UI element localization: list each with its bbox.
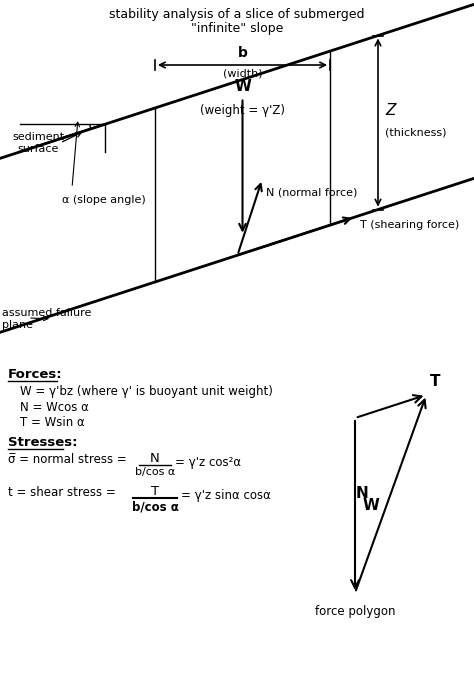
Text: Z: Z xyxy=(385,103,395,118)
Text: Stresses:: Stresses: xyxy=(8,436,78,449)
Text: W: W xyxy=(234,78,251,94)
Text: assumed failure
plane: assumed failure plane xyxy=(2,308,91,329)
Text: b/cos α: b/cos α xyxy=(132,500,178,513)
Text: N: N xyxy=(150,452,160,465)
Text: sediment
surface: sediment surface xyxy=(12,132,64,154)
Text: W: W xyxy=(363,498,380,513)
Text: N = Wcos α: N = Wcos α xyxy=(20,401,89,414)
Text: T (shearing force): T (shearing force) xyxy=(360,220,459,230)
Text: σ̅ = normal stress =: σ̅ = normal stress = xyxy=(8,453,127,466)
Text: "infinite" slope: "infinite" slope xyxy=(191,22,283,35)
Text: T = Wsin α: T = Wsin α xyxy=(20,416,85,429)
Text: = γ'z sinα cosα: = γ'z sinα cosα xyxy=(181,489,271,502)
Text: T: T xyxy=(151,485,159,498)
Text: N: N xyxy=(356,487,369,502)
Text: b/cos α: b/cos α xyxy=(135,467,175,477)
Text: W = γ'bz (where γ' is buoyant unit weight): W = γ'bz (where γ' is buoyant unit weigh… xyxy=(20,385,273,398)
Text: force polygon: force polygon xyxy=(315,605,395,618)
Text: Forces:: Forces: xyxy=(8,368,63,381)
Text: (weight = γ'Z): (weight = γ'Z) xyxy=(200,103,285,117)
Text: α (slope angle): α (slope angle) xyxy=(62,195,146,205)
Text: (width): (width) xyxy=(223,68,262,78)
Text: = γ'z cos²α: = γ'z cos²α xyxy=(175,456,241,469)
Text: (thickness): (thickness) xyxy=(385,128,447,138)
Text: b: b xyxy=(237,46,247,60)
Text: N (normal force): N (normal force) xyxy=(266,187,357,197)
Text: stability analysis of a slice of submerged: stability analysis of a slice of submerg… xyxy=(109,8,365,21)
Text: T: T xyxy=(430,374,441,389)
Text: t = shear stress =: t = shear stress = xyxy=(8,486,116,499)
